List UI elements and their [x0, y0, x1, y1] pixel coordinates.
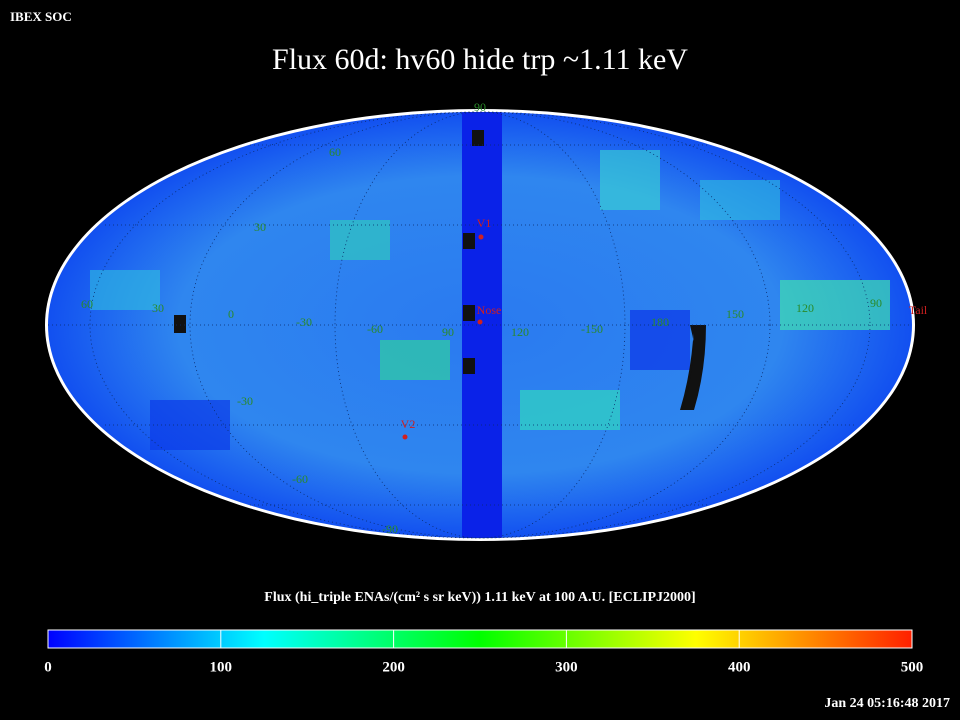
marker-label: Tail — [909, 303, 928, 317]
longitude-labels: 60 30 0 -30 -60 90 120 -150 180 150 120 … — [81, 296, 882, 339]
colorbar-tick-label: 400 — [728, 659, 751, 675]
colorbar-tick-label: 300 — [555, 659, 578, 675]
colorbar-tick-label: 0 — [44, 659, 52, 675]
marker-label: Nose — [477, 303, 502, 317]
graticule — [48, 111, 912, 539]
lat-label: 90 — [474, 100, 486, 114]
lat-label: 60 — [329, 145, 341, 159]
colorbar-tick-label: 100 — [210, 659, 233, 675]
sky-map: 60 30 0 -30 -60 90 120 -150 180 150 120 … — [45, 100, 928, 541]
lon-label: -30 — [296, 315, 312, 329]
marker-label: V2 — [401, 417, 416, 431]
marker-dot — [402, 434, 408, 440]
marker-dot — [478, 234, 484, 240]
lon-label: 90 — [442, 325, 454, 339]
marker-dot — [477, 319, 483, 325]
colorbar-label: Flux (hi_triple ENAs/(cm² s sr keV)) 1.1… — [264, 590, 695, 605]
colorbar-tick-label: 200 — [382, 659, 405, 675]
title: Flux 60d: hv60 hide trp ~1.11 keV — [272, 43, 688, 76]
lon-label: 0 — [228, 307, 234, 321]
lon-label: -60 — [367, 322, 383, 336]
lon-label: 180 — [651, 315, 669, 329]
colorbar: 0 100 200 300 400 500 — [44, 629, 924, 675]
lon-label: 150 — [726, 307, 744, 321]
timestamp: Jan 24 05:16:48 2017 — [824, 696, 950, 711]
marker-label: V1 — [477, 216, 492, 230]
latitude-labels: 90 60 30 -30 -60 -90 — [237, 100, 486, 536]
lon-label: 60 — [81, 297, 93, 311]
org-label: IBEX SOC — [10, 9, 72, 24]
lon-label: -150 — [581, 322, 603, 336]
lat-label: -30 — [237, 394, 253, 408]
lat-label: -60 — [292, 472, 308, 486]
lon-label: 30 — [152, 301, 164, 315]
colorbar-tick-label: 500 — [901, 659, 924, 675]
colorbar-bar — [47, 629, 913, 649]
lat-label: 30 — [254, 220, 266, 234]
lon-label: 120 — [796, 301, 814, 315]
map-texture — [90, 112, 890, 538]
markers: V1 Nose V2 Tail — [401, 216, 928, 440]
lon-label: 120 — [511, 325, 529, 339]
lat-label: -90 — [382, 522, 398, 536]
lon-label: 90 — [870, 296, 882, 310]
